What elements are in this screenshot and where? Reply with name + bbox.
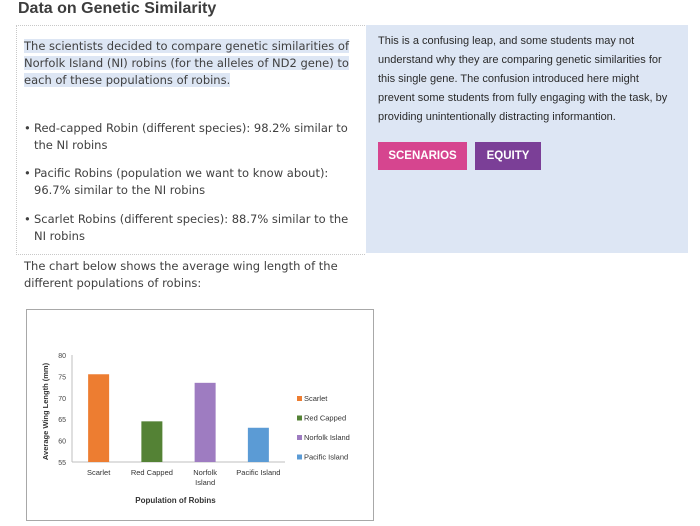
legend-label: Scarlet	[304, 394, 328, 403]
bullet-item: • Scarlet Robins (different species): 88…	[24, 211, 359, 245]
bullet-dot: •	[24, 121, 31, 135]
annotation-panel	[366, 25, 688, 253]
bullet-text: Scarlet Robins (different species): 88.7…	[34, 212, 349, 243]
bar	[88, 374, 110, 462]
bar-chart: 80 75 70 65 60 55 Scarlet Red Capped NorfolkIsla…	[41, 353, 350, 505]
y-axis-title: Average Wing Length (mm)	[41, 362, 50, 460]
y-tick-label: 60	[58, 439, 66, 446]
annotation-note: This is a confusing leap, and some stude…	[378, 35, 668, 123]
x-tick-label: Red Capped	[131, 468, 173, 477]
x-axis-title: Population of Robins	[135, 496, 216, 505]
y-tick-label: 70	[58, 396, 66, 403]
bar	[247, 427, 269, 462]
bullet-item: • Pacific Robins (population we want to …	[24, 165, 359, 199]
x-tick-label: Scarlet	[87, 468, 111, 477]
bullet-text: Red-capped Robin (different species): 98…	[34, 121, 348, 152]
x-tick-label: Pacific Island	[236, 468, 280, 477]
bar	[141, 421, 163, 462]
equity-tag[interactable]: EQUITY	[475, 142, 541, 170]
bullet-dot: •	[24, 166, 31, 180]
chart-frame: 80 75 70 65 60 55 Scarlet Red Capped Norfolk Isla…	[26, 309, 374, 521]
page-title: Data on Genetic Similarity	[18, 0, 217, 17]
y-tick-label: 65	[58, 417, 66, 424]
legend-swatch	[297, 415, 302, 421]
y-tick-label: 55	[58, 460, 66, 467]
legend-label: Red Capped	[304, 414, 346, 423]
intro-text: The scientists decided to compare geneti…	[24, 38, 349, 89]
x-tick-label: Norfolk	[193, 468, 217, 477]
x-tick-label: Island	[195, 478, 215, 487]
y-tick-label: 75	[58, 374, 66, 381]
bullet-dot: •	[24, 212, 31, 226]
bullet-item: • Red-capped Robin (different species): …	[24, 120, 359, 154]
intro-highlight: The scientists decided to compare geneti…	[24, 39, 349, 87]
info-box	[16, 25, 365, 255]
scenarios-tag[interactable]: SCENARIOS	[378, 142, 467, 170]
y-tick-label: 80	[58, 353, 66, 360]
legend-swatch	[297, 454, 302, 460]
legend-swatch	[297, 396, 302, 401]
legend-label: Pacific Island	[304, 453, 348, 462]
legend-swatch	[297, 435, 302, 440]
chart-intro: The chart below shows the average wing l…	[24, 259, 338, 290]
bar	[194, 382, 216, 462]
legend-label: Norfolk Island	[304, 433, 350, 442]
bullet-text: Pacific Robins (population we want to kn…	[34, 166, 329, 197]
